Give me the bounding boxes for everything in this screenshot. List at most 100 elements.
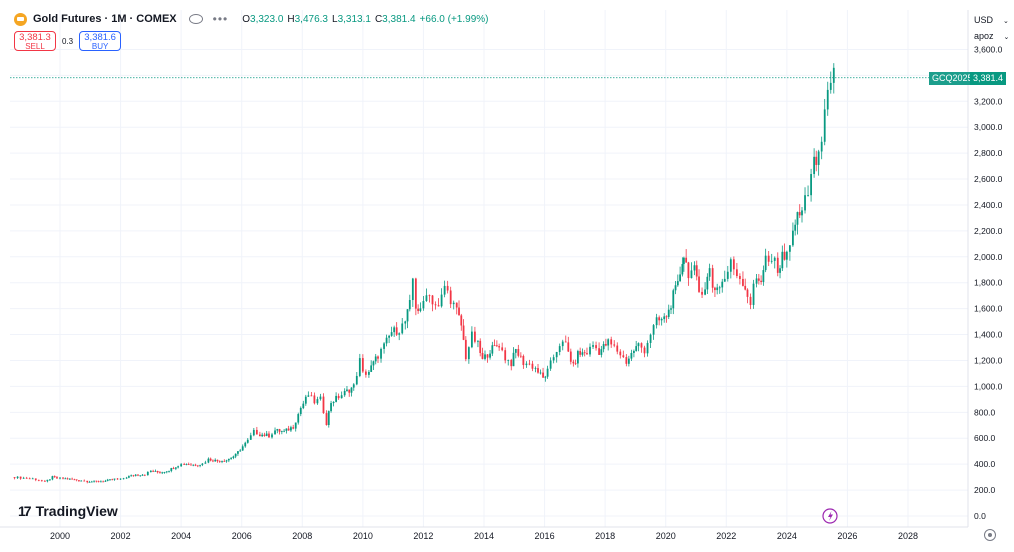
candle-body bbox=[708, 268, 711, 277]
candle-body bbox=[829, 82, 832, 90]
candle-body bbox=[528, 363, 531, 365]
more-icon[interactable]: ••• bbox=[212, 12, 229, 26]
candle-body bbox=[635, 346, 638, 351]
candle-body bbox=[53, 476, 56, 478]
candle-body bbox=[104, 480, 107, 482]
candle-body bbox=[813, 156, 816, 175]
candle-body bbox=[230, 457, 233, 459]
candle-body bbox=[679, 274, 681, 282]
scale-selector[interactable]: apoz ⌄ bbox=[974, 31, 1010, 41]
candle-body bbox=[512, 352, 515, 367]
candle-body bbox=[567, 342, 570, 352]
candle-body bbox=[491, 345, 494, 354]
candle-body bbox=[401, 323, 404, 334]
candle-body bbox=[804, 195, 806, 211]
candle-body bbox=[307, 395, 310, 397]
candle-body bbox=[406, 309, 409, 322]
candles bbox=[13, 63, 835, 484]
currency-selector[interactable]: USD ⌄ bbox=[974, 15, 1009, 25]
candle-body bbox=[443, 285, 446, 295]
x-tick-label: 2000 bbox=[50, 531, 70, 541]
candle-body bbox=[255, 429, 258, 435]
candle-body bbox=[581, 352, 584, 355]
candle-body bbox=[40, 480, 43, 482]
candle-body bbox=[31, 478, 34, 480]
candle-body bbox=[481, 352, 484, 359]
candle-body bbox=[762, 270, 765, 282]
candle-body bbox=[212, 460, 214, 462]
candle-body bbox=[592, 345, 594, 347]
candle-body bbox=[773, 257, 776, 261]
candle-body bbox=[37, 479, 40, 481]
sell-button[interactable]: 3,381.3 SELL bbox=[14, 31, 56, 51]
candle-body bbox=[711, 268, 714, 288]
candle-body bbox=[348, 389, 351, 393]
candle-body bbox=[757, 278, 760, 281]
candle-body bbox=[152, 470, 155, 472]
candle-body bbox=[141, 474, 144, 476]
candle-body bbox=[97, 481, 100, 483]
time-axis[interactable]: 2000 2002 2004 2006 2008 2010 2012 2014 2016 2018… bbox=[50, 531, 918, 541]
candle-body bbox=[504, 350, 507, 361]
candle-body bbox=[507, 359, 510, 361]
candle-body bbox=[232, 456, 235, 458]
candle-body bbox=[218, 461, 221, 462]
candle-body bbox=[258, 434, 261, 437]
tradingview-logo[interactable]: 17 TradingView bbox=[18, 503, 118, 519]
candle-body bbox=[190, 464, 192, 466]
candle-body bbox=[78, 480, 80, 481]
candle-body bbox=[820, 141, 823, 152]
candle-body bbox=[431, 295, 434, 305]
candle-body bbox=[201, 463, 204, 465]
candle-body bbox=[313, 395, 316, 404]
candle-body bbox=[310, 395, 313, 397]
candle-body bbox=[86, 480, 89, 483]
settings-icon[interactable] bbox=[984, 529, 996, 541]
x-tick-label: 2020 bbox=[656, 531, 676, 541]
candle-body bbox=[302, 403, 305, 409]
candle-body bbox=[398, 333, 401, 335]
candle-body bbox=[192, 464, 195, 466]
candle-body bbox=[815, 156, 818, 165]
candle-body bbox=[265, 433, 268, 436]
candle-body bbox=[319, 396, 322, 400]
candle-body bbox=[598, 348, 600, 355]
candle-body bbox=[484, 354, 486, 359]
buy-button[interactable]: 3,381.6 BUY bbox=[79, 31, 122, 51]
candle-body bbox=[216, 459, 219, 462]
candle-body bbox=[735, 269, 738, 277]
candle-body bbox=[622, 355, 625, 358]
candle-body bbox=[361, 358, 364, 372]
candle-body bbox=[168, 470, 170, 472]
lightning-icon[interactable] bbox=[822, 508, 838, 524]
price-axis[interactable]: 0.0 200.0 400.0 600.0 800.0 1,000.0 1,200.0 1,4… bbox=[974, 44, 1003, 521]
candle-body bbox=[377, 356, 379, 359]
candle-body bbox=[149, 470, 152, 472]
symbol-title[interactable]: Gold Futures · 1M · COMEX bbox=[33, 13, 177, 25]
candle-body bbox=[130, 475, 133, 477]
candle-body bbox=[470, 331, 473, 348]
candle-body bbox=[199, 464, 201, 466]
candle-body bbox=[767, 255, 770, 262]
x-tick-label: 2010 bbox=[353, 531, 373, 541]
candle-body bbox=[525, 363, 528, 366]
candle-body bbox=[196, 465, 199, 467]
candle-body bbox=[127, 476, 130, 478]
candle-body bbox=[137, 474, 139, 476]
candle-body bbox=[723, 278, 726, 282]
candle-body bbox=[404, 321, 407, 324]
candle-body bbox=[221, 461, 223, 462]
eye-icon[interactable] bbox=[188, 14, 203, 24]
candle-body bbox=[239, 450, 242, 452]
x-tick-label: 2022 bbox=[716, 531, 736, 541]
candle-body bbox=[214, 459, 217, 462]
candle-body bbox=[732, 259, 735, 270]
candle-body bbox=[832, 67, 835, 83]
candle-body bbox=[278, 429, 281, 432]
y-tick-label: 200.0 bbox=[974, 485, 996, 495]
candle-body bbox=[698, 276, 700, 292]
candle-body bbox=[64, 478, 67, 480]
candle-body bbox=[383, 343, 385, 349]
y-tick-label: 2,200.0 bbox=[974, 226, 1003, 236]
